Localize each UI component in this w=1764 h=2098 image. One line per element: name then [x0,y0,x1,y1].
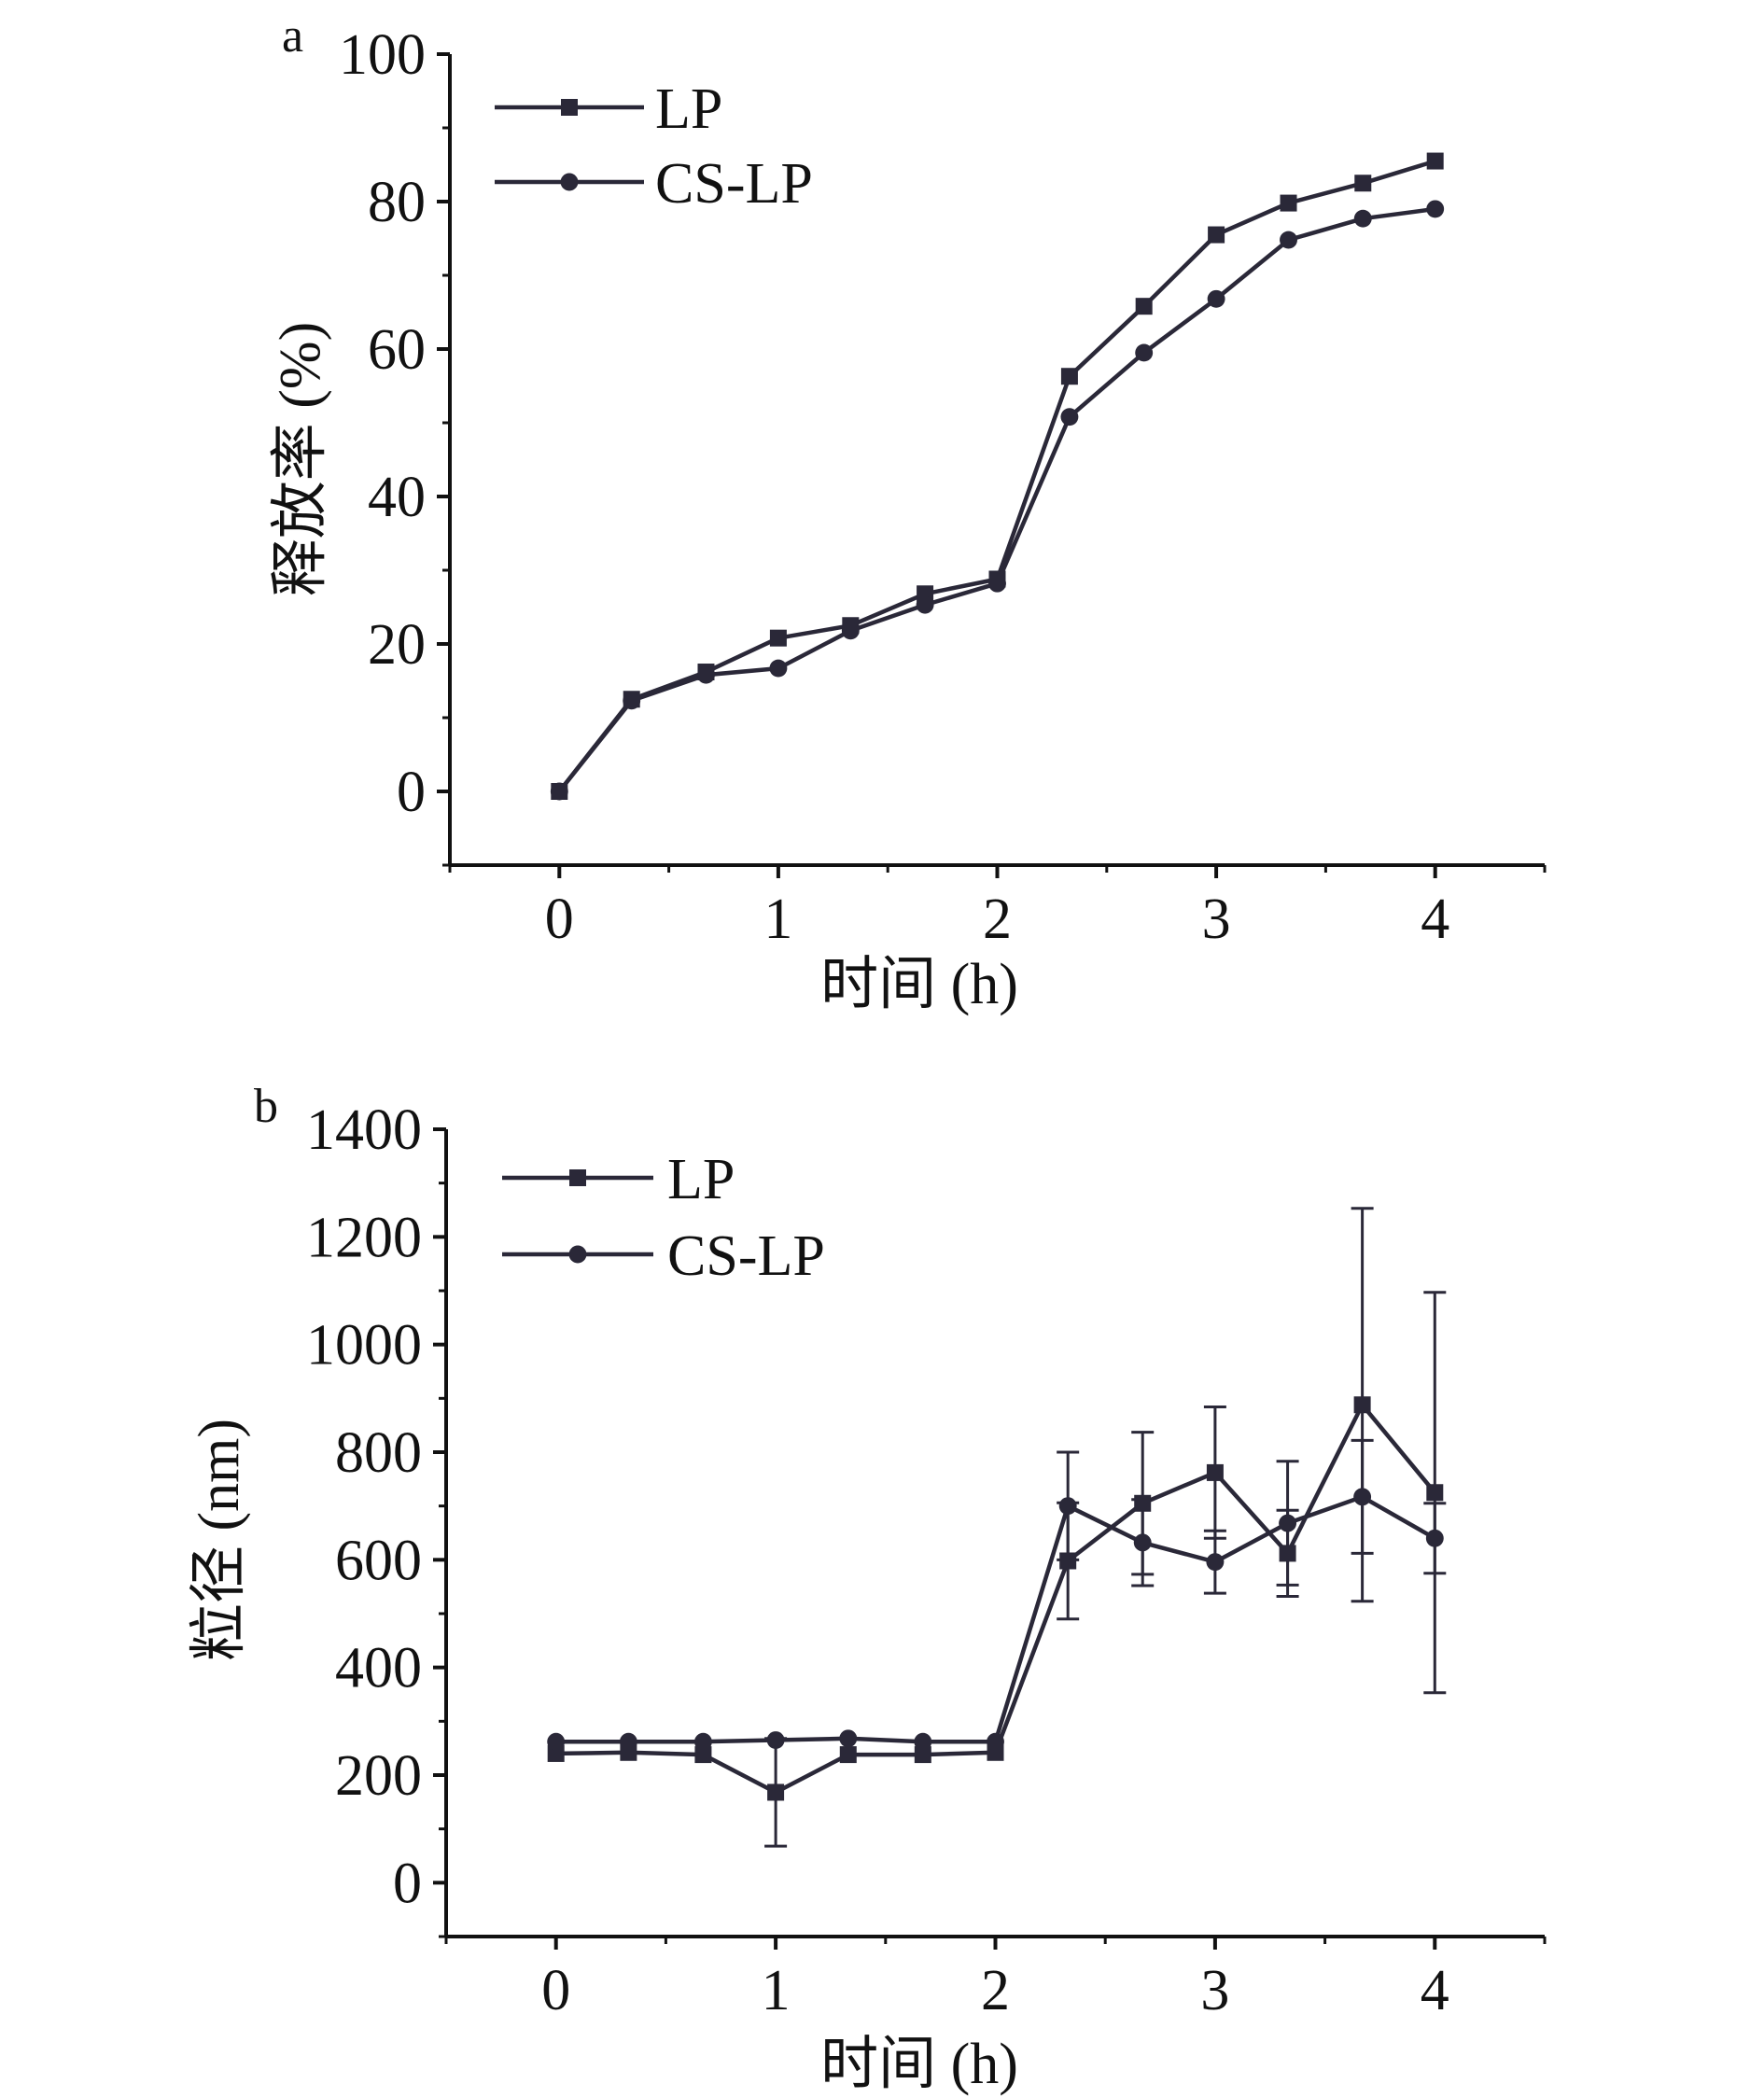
y-tick-label: 60 [368,318,426,382]
legend-label: LP [667,1148,735,1211]
x-tick-label: 0 [541,1959,570,2022]
legend-marker [561,99,578,116]
series-lp [551,152,1444,800]
data-point [623,692,641,710]
legend-marker [569,1169,586,1186]
data-point [1353,1488,1372,1506]
y-tick-label: 400 [335,1637,422,1700]
data-point [1207,289,1225,308]
data-point [766,1731,785,1749]
data-point [839,1746,857,1764]
x-axis-title: 时间 (h) [820,2033,1018,2096]
data-point [619,1732,637,1751]
y-tick-label: 200 [335,1744,422,1808]
data-point [914,1746,931,1764]
data-point [1426,200,1445,218]
data-point [1279,1514,1297,1532]
data-point [987,1732,1004,1751]
y-axis-title: 释放率 (%) [269,322,332,596]
y-tick-label: 1200 [306,1206,422,1269]
y-tick-label: 80 [368,171,426,234]
y-tick-label: 20 [368,613,426,677]
x-tick-label: 2 [981,1959,1010,2022]
data-point [914,1732,932,1751]
data-point [769,659,788,678]
y-tick-label: 1000 [306,1314,422,1378]
data-point [1060,408,1079,427]
legend-marker [568,1245,587,1264]
y-tick-label: 0 [397,761,426,824]
data-point [1135,298,1153,315]
legend-marker [560,173,579,191]
x-tick-label: 3 [1200,1959,1229,2022]
data-point [1133,1533,1152,1552]
y-tick-label: 800 [335,1421,422,1485]
data-point [1426,152,1444,170]
y-tick-label: 600 [335,1529,422,1592]
data-point [1425,1529,1444,1547]
data-point [839,1729,858,1748]
y-tick-label: 40 [368,466,426,529]
data-point [1280,194,1297,212]
data-point [1208,226,1225,244]
x-tick-label: 0 [545,888,574,951]
data-point [550,782,568,801]
data-point [1060,368,1078,385]
y-axis-title: 粒径 (nm) [188,1419,251,1661]
y-tick-label: 0 [393,1852,422,1915]
x-tick-label: 3 [1202,888,1231,951]
data-point [1280,231,1297,249]
data-point [1206,1463,1224,1481]
y-tick-label: 100 [339,23,426,87]
series-line [555,1494,1436,1744]
x-tick-label: 4 [1421,1959,1449,2022]
series-line [557,206,1435,793]
data-point [1135,343,1154,362]
data-point [1353,209,1372,228]
data-point [1353,1396,1371,1414]
legend-label: LP [655,77,722,141]
series-cs-lp [547,1438,1447,1751]
panel-label: a [282,9,303,63]
data-point [1058,1497,1077,1516]
x-axis-title: 时间 (h) [820,953,1018,1016]
data-point [694,1746,712,1764]
data-point [767,1783,785,1801]
data-point [988,574,1006,593]
chart-panel-b: 0 200 400 600 800 1000 1200 1400 0 1 2 3 4 时间 (h) 粒径 (… [188,1080,1547,2096]
data-point [1426,1484,1444,1502]
legend-label: CS-LP [655,152,813,216]
x-tick-label: 4 [1421,888,1449,951]
data-point [916,595,934,614]
x-tick-label: 1 [763,888,792,951]
series-lp [547,1207,1447,1848]
x-tick-label: 2 [983,888,1012,951]
data-point [841,622,860,640]
y-tick-label: 1400 [306,1098,422,1162]
data-point [769,629,787,647]
legend-label: CS-LP [667,1224,825,1288]
series-line [557,159,1436,793]
data-point [1206,1553,1225,1572]
data-point [547,1732,566,1751]
data-point [1354,175,1372,192]
series-cs-lp [550,200,1445,801]
chart-panel-a: 0 20 40 60 80 100 0 1 2 3 4 时间 (h) 释放率 (%) a LP CS-LP [269,9,1547,1016]
data-point [693,1732,712,1751]
panel-label: b [254,1080,278,1133]
x-tick-label: 1 [762,1959,791,2022]
data-point [697,665,715,684]
